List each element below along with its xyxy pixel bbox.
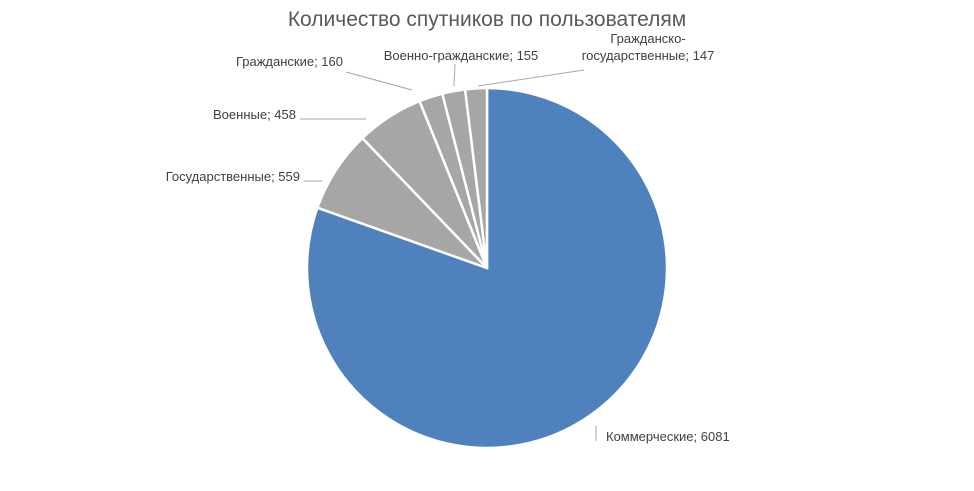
- data-labels: Коммерческие; 6081 Государственные; 559 Во…: [166, 31, 730, 444]
- data-label-4: Гражданские; 160: [236, 54, 343, 69]
- data-label-1: Коммерческие; 6081: [606, 429, 730, 444]
- data-label-2: Государственные; 559: [166, 169, 300, 184]
- chart-title: Количество спутников по пользователям: [287, 8, 687, 31]
- data-label-3: Военные; 458: [213, 107, 296, 122]
- data-label-5: Военно-гражданские; 155: [384, 48, 539, 63]
- pie-slices: [305, 86, 669, 450]
- leader-line-6: [477, 69, 585, 87]
- data-label-6: Гражданско-государственные; 147: [582, 31, 715, 63]
- leader-lines: [300, 63, 597, 441]
- pie-slice-6: [463, 86, 489, 270]
- leader-line-5: [453, 63, 456, 87]
- leader-line-4: [345, 71, 413, 91]
